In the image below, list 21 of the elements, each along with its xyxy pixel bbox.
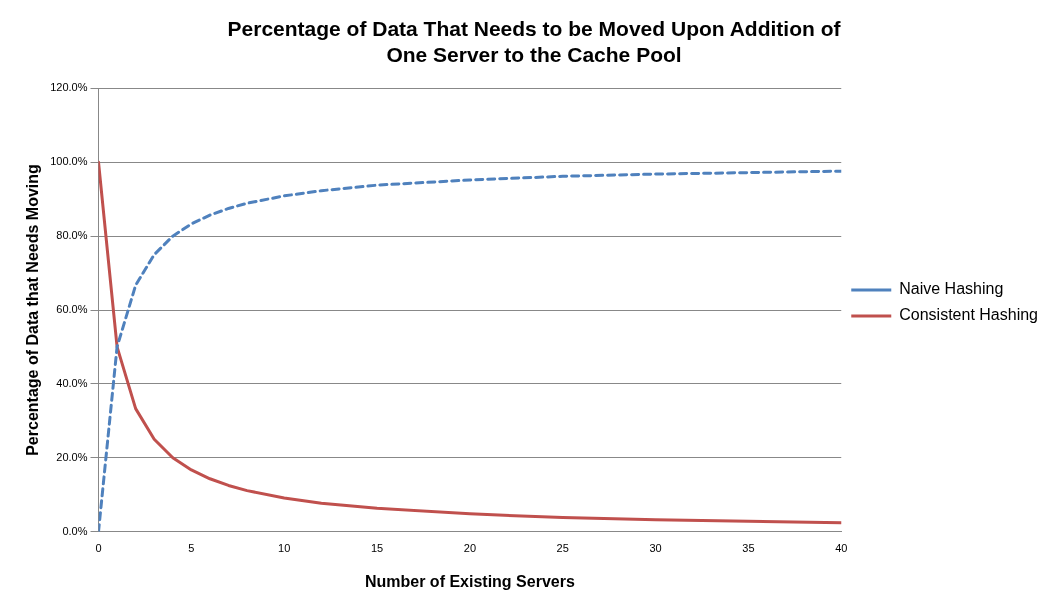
x-tick-label: 20: [463, 542, 477, 555]
legend-label: Consistent Hashing: [899, 306, 1039, 324]
chart-title: Percentage of Data That Needs to be Moved Upon Addition of One Server to the Cache Pool: [227, 17, 842, 66]
x-tick-label: 35: [742, 542, 755, 555]
y-axis-title: Percentage of Data that Needs Moving: [24, 164, 42, 456]
x-tick-label: 30: [649, 542, 662, 555]
x-tick-label: 15: [370, 542, 384, 555]
x-axis-title: Number of Existing Servers: [364, 572, 575, 590]
x-tick-label: 40: [835, 542, 848, 555]
y-tick-label: 40.0%: [56, 376, 88, 389]
x-tick-label: 10: [278, 542, 291, 555]
y-tick-label: 0.0%: [62, 524, 88, 537]
y-tick-label: 60.0%: [56, 303, 88, 316]
y-tick-label: 20.0%: [56, 450, 88, 463]
y-tick-label: 100.0%: [50, 155, 88, 168]
x-tick-label: 5: [188, 542, 195, 555]
x-tick-label: 25: [556, 542, 569, 555]
y-tick-label: 120.0%: [50, 81, 88, 94]
legend-label: Naive Hashing: [899, 280, 1004, 298]
x-tick-label: 0: [95, 542, 102, 555]
y-tick-label: 80.0%: [56, 229, 88, 242]
